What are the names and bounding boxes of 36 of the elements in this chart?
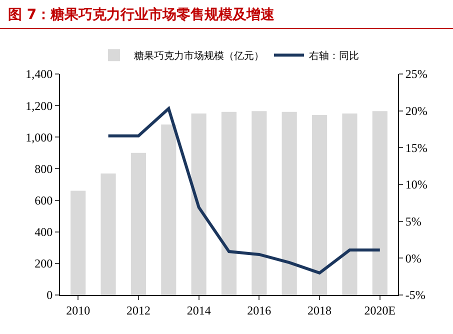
y2-tick-label: 5% (405, 214, 422, 229)
bar (342, 113, 358, 295)
bar (70, 190, 86, 295)
x-tick-label: 2012 (126, 303, 150, 318)
y2-tick-label: 0% (405, 251, 422, 266)
legend-label: 右轴：同比 (309, 50, 359, 62)
bar (161, 124, 176, 295)
y-tick-label: 1,400 (26, 67, 53, 82)
chart-title: 图 7：糖果巧克力行业市场零售规模及增速 (0, 0, 453, 29)
y2-tick-label: 10% (405, 178, 428, 192)
x-tick-label: 2020E (364, 303, 396, 318)
y2-tick-label: 25% (405, 67, 428, 82)
y-tick-label: 1,200 (26, 98, 53, 113)
line-series (106, 107, 382, 274)
bar (100, 173, 116, 295)
y-tick-label: 400 (34, 225, 53, 240)
y-tick-label: 200 (34, 256, 53, 271)
y-tick-label: 1,000 (26, 130, 53, 144)
bar (372, 111, 388, 295)
x-tick-label: 2018 (308, 303, 332, 318)
bar (252, 111, 267, 295)
bar (221, 112, 237, 295)
y2-tick-label: -5% (405, 288, 426, 302)
legend-label: 糖果巧克力市场规模（亿元） (134, 50, 264, 62)
y2-tick-label: 15% (405, 140, 428, 155)
y2-tick-label: 20% (405, 104, 428, 118)
y-tick-label: 0 (46, 288, 53, 302)
x-tick-label: 2014 (186, 303, 211, 318)
bar (191, 113, 206, 295)
x-tick-label: 2016 (247, 303, 272, 318)
y-tick-label: 800 (34, 162, 53, 176)
bar (312, 115, 328, 295)
y-tick-label: 600 (34, 193, 53, 208)
bar (282, 112, 297, 295)
bar (130, 152, 146, 295)
x-tick-label: 2010 (66, 303, 90, 318)
